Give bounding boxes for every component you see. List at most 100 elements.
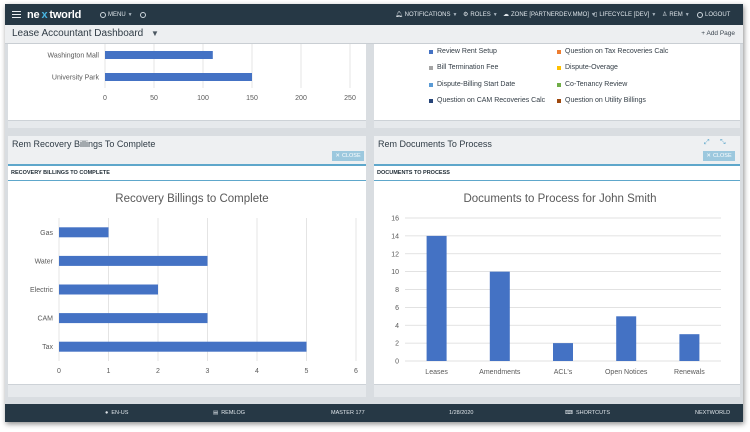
chevron-down-icon[interactable]: ▼ [151,29,159,38]
x-tick-label: Open Notices [605,369,648,376]
zone-label: ZONE [PARTNERDEV.MMO] [511,11,589,18]
x-tick-label: 0 [103,95,107,102]
y-tick-label: 8 [395,287,399,294]
bar [426,235,447,361]
collapse-icon[interactable]: ⤡ [720,139,726,146]
y-tick-label: 0 [395,359,399,366]
card-footer [374,384,740,397]
chevron-down-icon: ▼ [651,11,657,18]
y-tick-label: Tax [42,344,53,351]
remlog-button[interactable]: ▤ REMLOG [213,410,246,416]
chevron-down-icon: ▼ [684,11,690,18]
bar [59,284,158,295]
legend-item: Bill Termination Fee [429,64,498,71]
hamburger-menu-icon[interactable] [12,4,21,25]
close-icon: ✕ [335,153,340,159]
app-logo[interactable]: ne x tworld [27,8,82,21]
logout-label: LOGOUT [705,11,731,18]
bar [489,271,510,361]
x-tick-label: 5 [305,368,309,375]
legend-item: Question on Tax Recoveries Calc [557,48,668,55]
legend-item: Co-Tenancy Review [557,81,627,88]
app-window: ne x tworld MENU ▼ 🔔︎ NOTIFICATIONS ▼ ⚙ RO… [5,4,743,422]
bar [616,316,637,361]
user-menu-button[interactable]: ♙ REM ▼ [662,4,690,25]
help-button[interactable] [140,4,146,25]
bar [105,51,213,59]
user-label: REM [669,11,683,18]
locale-button[interactable]: ● EN-US [105,410,129,416]
user-icon: ♙ [662,12,668,18]
documents-card-header: Rem Documents To Process ⤢ ⤡ ✕ CLOSE [374,136,740,166]
menu-button[interactable]: MENU ▼ [100,4,133,25]
legend-item: Dispute-Overage [557,64,618,71]
notifications-label: NOTIFICATIONS [404,11,451,18]
card-footer [8,384,366,397]
top-navigation-bar: ne x tworld MENU ▼ 🔔︎ NOTIFICATIONS ▼ ⚙ RO… [5,4,743,25]
y-tick-label: 6 [395,305,399,312]
power-icon [697,11,703,18]
chart-title: Recovery Billings to Complete [115,193,268,205]
recovery-subheader-bar: RECOVERY BILLINGS TO COMPLETE [8,166,366,180]
x-tick-label: 200 [295,95,307,102]
expand-icon[interactable]: ⤢ [704,139,710,146]
roles-button[interactable]: ⚙ ROLES ▼ [463,4,498,25]
x-tick-label: 1 [107,368,111,375]
legend-item: Question on Utility Billings [557,97,646,104]
cloud-icon: ☁ [503,12,509,18]
documents-subheader-bar: DOCUMENTS TO PROCESS [374,166,740,180]
card-footer [374,120,740,128]
x-tick-label: 2 [156,368,160,375]
legend-swatch [429,49,433,54]
documents-bar-chart: Documents to Process for John Smith 0 2 4 6 8… [391,193,721,376]
x-tick-label: 0 [57,368,61,375]
legend-swatch [429,98,433,103]
keyboard-icon: ⌨ [565,410,573,416]
close-button[interactable]: ✕ CLOSE [332,151,364,161]
help-icon [140,11,146,18]
divider [374,180,740,181]
chevron-down-icon: ▼ [127,11,133,18]
x-tick-label: Amendments [479,369,521,376]
add-page-button[interactable]: + Add Page [701,30,735,37]
globe-icon: ● [105,410,109,416]
document-icon: ▯ [594,12,598,18]
x-tick-label: 250 [344,95,356,102]
lifecycle-button[interactable]: ▯ LIFECYCLE [DEV] ▼ [594,4,656,25]
legend-swatch [557,98,561,103]
brand-label: NEXTWORLD [695,410,731,416]
y-tick-label: University Park [52,75,100,82]
zone-button[interactable]: ☁ ZONE [PARTNERDEV.MMO] ▼ [503,4,596,25]
legend-item: Dispute-Billing Start Date [429,81,515,88]
documents-chart-card: Documents to Process for John Smith 0 2 4 6 8… [374,181,740,384]
x-tick-label: ACL's [554,369,573,376]
x-tick-label: Leases [425,369,448,376]
x-tick-label: 150 [246,95,258,102]
bar [59,313,208,324]
roles-label: ROLES [470,11,491,18]
bar [679,334,700,361]
card-title: Rem Recovery Billings To Complete [12,139,156,149]
chevron-down-icon: ▼ [590,11,596,18]
notifications-button[interactable]: 🔔︎ NOTIFICATIONS ▼ [395,4,457,25]
page-title: Lease Accountant Dashboard [12,28,144,39]
y-tick-label: CAM [37,316,53,323]
section-subheader: DOCUMENTS TO PROCESS [377,170,450,176]
x-tick-label: 50 [150,95,158,102]
compass-icon [100,11,106,18]
y-tick-label: Gas [40,230,53,237]
y-tick-label: Washington Mall [48,53,100,60]
dashboard-title-bar: Lease Accountant Dashboard ▼ + Add Page [5,25,743,44]
x-tick-label: 3 [206,368,210,375]
legend-item: Review Rent Setup [429,48,497,55]
close-button[interactable]: ✕ CLOSE [703,151,735,161]
legend-swatch [557,49,561,54]
bar [59,227,109,238]
y-tick-label: Electric [30,287,53,294]
logout-button[interactable]: LOGOUT [697,4,730,25]
property-chart-card: 0 50 100 150 200 250 Washington Mall University… [8,44,366,120]
recovery-chart-card: Recovery Billings to Complete 0 1 2 3 4 5 6 Gas W… [8,181,366,384]
card-title: Rem Documents To Process [378,139,492,149]
recovery-bar-chart: Recovery Billings to Complete 0 1 2 3 4 5 6 Gas W… [30,193,358,375]
shortcuts-button[interactable]: ⌨ SHORTCUTS [565,410,611,416]
